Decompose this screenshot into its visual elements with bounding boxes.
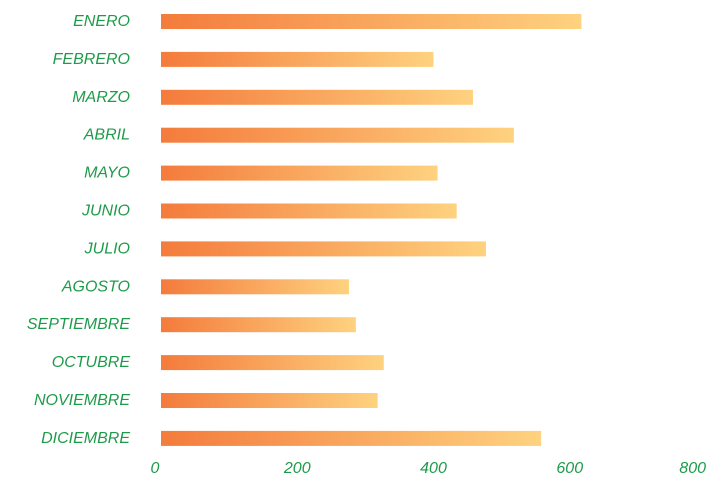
bar-febrero: [161, 51, 434, 67]
x-axis-tick-labels: 0 200 400 600 800: [151, 460, 707, 477]
category-label-septiembre: SEPTIEMBRE: [27, 316, 130, 333]
bar-enero: [161, 14, 582, 29]
category-label-marzo: MARZO: [72, 89, 130, 106]
bar-diciembre: [161, 430, 542, 446]
bar-agosto: [161, 279, 350, 295]
category-label-noviembre: NOVIEMBRE: [34, 392, 130, 409]
bar-noviembre: [161, 393, 378, 408]
bar-abril: [161, 127, 514, 143]
x-tick-label-400: 400: [420, 460, 447, 477]
x-tick-label-200: 200: [283, 460, 311, 477]
x-tick-label-600: 600: [556, 460, 583, 477]
x-tick-label-800: 800: [679, 460, 706, 477]
bar-mayo: [161, 165, 438, 181]
category-label-julio: JULIO: [84, 240, 130, 257]
category-label-agosto: AGOSTO: [61, 278, 130, 295]
bar-octubre: [161, 355, 384, 371]
bar-junio: [161, 203, 457, 219]
category-label-diciembre: DICIEMBRE: [41, 430, 130, 447]
category-label-mayo: MAYO: [84, 165, 130, 182]
category-label-abril: ABRIL: [83, 127, 130, 144]
bar-julio: [161, 241, 486, 257]
category-label-junio: JUNIO: [81, 203, 130, 220]
category-label-octubre: OCTUBRE: [52, 354, 131, 371]
category-label-febrero: FEBRERO: [53, 51, 130, 68]
bar-septiembre: [161, 317, 356, 333]
x-tick-label-0: 0: [151, 460, 160, 477]
bar-marzo: [161, 89, 474, 105]
category-label-enero: ENERO: [73, 13, 130, 30]
category-labels: ENERO FEBRERO MARZO ABRIL MAYO JUNIO JULIO AGOS…: [27, 13, 130, 447]
bars-group: [161, 14, 582, 446]
